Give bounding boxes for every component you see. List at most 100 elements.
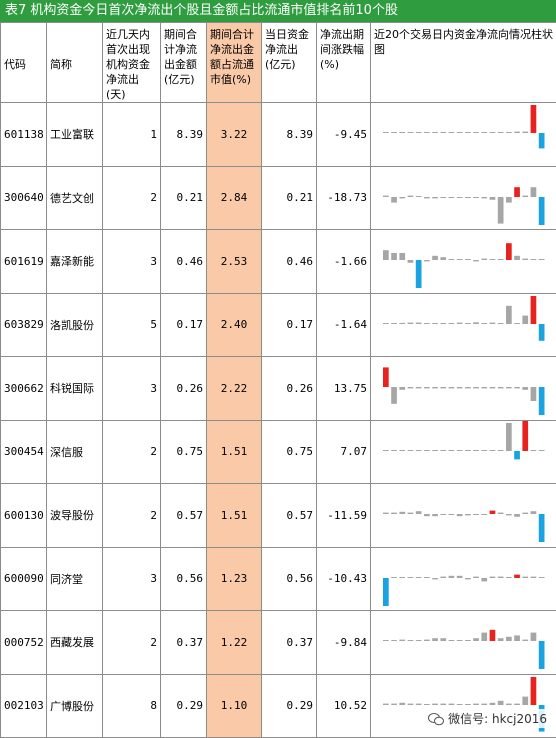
sparkline-bar	[522, 387, 528, 390]
sparkline-chart	[371, 357, 551, 419]
sparkline-bar	[465, 132, 471, 133]
sparkline-chart	[371, 611, 551, 673]
cell-code: 002103	[1, 674, 47, 738]
sparkline-bar	[457, 322, 463, 323]
cell-total: 0.75	[161, 420, 207, 484]
sparkline-bar	[457, 514, 463, 516]
cell-sparkline	[371, 357, 556, 421]
sparkline-bar	[440, 450, 446, 451]
sparkline-bar	[539, 133, 545, 148]
sparkline-bar	[399, 132, 405, 133]
cell-today: 0.26	[262, 357, 317, 421]
sparkline-bar	[449, 132, 455, 133]
sparkline-bar	[522, 640, 528, 641]
sparkline-bar	[498, 638, 504, 641]
sparkline-bar	[498, 197, 504, 224]
sparkline-bar	[465, 450, 471, 451]
sparkline-bar	[498, 701, 504, 705]
sparkline-bar	[440, 638, 446, 641]
cell-today: 0.56	[262, 547, 317, 611]
cell-sparkline	[371, 611, 556, 675]
cell-ratio: 1.22	[207, 611, 262, 675]
sparkline-bar	[457, 576, 463, 578]
cell-sparkline	[371, 103, 556, 167]
sparkline-chart	[371, 548, 551, 610]
header-ratio: 期间合计净流出金额占流通市值(%)	[207, 23, 262, 103]
sparkline-bar	[432, 387, 438, 388]
sparkline-bar	[432, 323, 438, 324]
sparkline-bar	[416, 640, 422, 641]
sparkline-bar	[457, 259, 463, 260]
cell-today: 0.37	[262, 611, 317, 675]
sparkline-bar	[416, 260, 422, 288]
sparkline-bar	[506, 306, 512, 324]
sparkline-bar	[457, 197, 463, 198]
sparkline-bar	[457, 387, 463, 388]
sparkline-bar	[522, 513, 528, 514]
cell-today: 8.39	[262, 103, 317, 167]
sparkline-bar	[506, 577, 512, 578]
sparkline-bar	[531, 187, 537, 197]
sparkline-bar	[399, 253, 405, 260]
sparkline-bar	[449, 197, 455, 198]
cell-code: 000752	[1, 611, 47, 675]
sparkline-bar	[449, 450, 455, 451]
cell-name: 德艺文创	[47, 166, 103, 230]
sparkline-bar	[481, 633, 487, 641]
sparkline-bar	[440, 514, 446, 515]
cell-ratio: 2.22	[207, 357, 262, 421]
outflow-table: 代码 简称 近几天内首次出现机构资金净流出(天) 期间合计净流出金额(亿元) 期…	[0, 22, 556, 738]
cell-ratio: 1.51	[207, 420, 262, 484]
sparkline-bar	[481, 132, 487, 133]
sparkline-bar	[383, 250, 389, 260]
sparkline-bar	[473, 387, 479, 388]
sparkline-bar	[506, 387, 512, 388]
cell-total: 0.46	[161, 230, 207, 294]
sparkline-bar	[399, 512, 405, 514]
cell-code: 601619	[1, 230, 47, 294]
cell-total: 0.26	[161, 357, 207, 421]
sparkline-bar	[490, 197, 496, 200]
sparkline-bar	[424, 450, 430, 451]
sparkline-bar	[531, 450, 537, 451]
sparkline-bar	[522, 132, 528, 133]
cell-sparkline	[371, 166, 556, 230]
sparkline-bar	[424, 260, 430, 261]
cell-change: -9.84	[317, 611, 371, 675]
sparkline-bar	[522, 315, 528, 323]
sparkline-bar	[465, 323, 471, 324]
sparkline-bar	[531, 296, 537, 324]
sparkline-bar	[514, 323, 520, 324]
cell-total: 8.39	[161, 103, 207, 167]
sparkline-bar	[391, 197, 397, 203]
sparkline-bar	[531, 387, 537, 401]
cell-days: 2	[103, 611, 161, 675]
sparkline-bar	[408, 577, 414, 578]
sparkline-bar	[391, 577, 397, 578]
cell-change: -1.66	[317, 230, 371, 294]
sparkline-bar	[531, 259, 537, 260]
sparkline-bar	[490, 703, 496, 705]
header-change: 净流出期间涨跌幅(%)	[317, 23, 371, 103]
header-days: 近几天内首次出现机构资金净流出(天)	[103, 23, 161, 103]
sparkline-bar	[473, 322, 479, 324]
sparkline-bar	[531, 511, 537, 514]
cell-ratio: 3.22	[207, 103, 262, 167]
cell-ratio: 1.23	[207, 547, 262, 611]
cell-sparkline	[371, 547, 556, 611]
header-code: 代码	[1, 23, 47, 103]
sparkline-bar	[416, 703, 422, 704]
sparkline-bar	[449, 387, 455, 388]
sparkline-bar	[449, 514, 455, 515]
sparkline-bar	[514, 451, 520, 459]
sparkline-bar	[490, 576, 496, 577]
sparkline-bar	[514, 132, 520, 133]
sparkline-bar	[432, 514, 438, 516]
sparkline-bar	[539, 259, 545, 260]
sparkline-bar	[465, 387, 471, 388]
sparkline-bar	[391, 387, 397, 404]
cell-change: -10.43	[317, 547, 371, 611]
sparkline-bar	[473, 703, 479, 704]
